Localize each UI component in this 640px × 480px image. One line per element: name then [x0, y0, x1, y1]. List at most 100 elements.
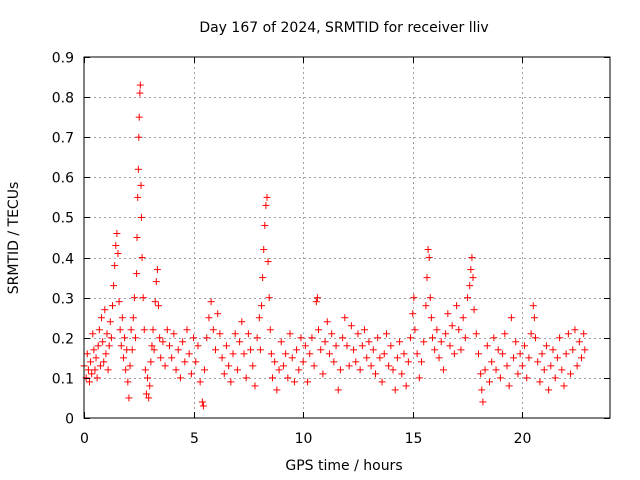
data-point: [438, 338, 445, 345]
data-point: [558, 366, 565, 373]
data-point: [88, 370, 95, 377]
data-point: [106, 342, 113, 349]
data-point: [528, 330, 535, 337]
data-point: [525, 354, 532, 361]
data-point: [170, 330, 177, 337]
data-point: [258, 302, 265, 309]
data-point: [442, 330, 449, 337]
data-point: [280, 362, 287, 369]
data-point: [363, 354, 370, 361]
data-point: [190, 334, 197, 341]
data-point: [403, 382, 410, 389]
data-point: [221, 370, 228, 377]
data-point: [455, 326, 462, 333]
data-point: [436, 354, 443, 361]
data-point: [259, 274, 266, 281]
data-point: [425, 246, 432, 253]
data-point: [510, 354, 517, 361]
data-point: [319, 370, 326, 377]
data-point: [523, 374, 530, 381]
data-point: [117, 326, 124, 333]
data-point: [574, 362, 581, 369]
data-point: [138, 214, 145, 221]
data-point: [361, 326, 368, 333]
data-point: [102, 350, 109, 357]
data-point: [243, 374, 250, 381]
data-point: [192, 358, 199, 365]
chart-title: Day 167 of 2024, SRMTID for receiver lli…: [199, 20, 488, 36]
data-point: [139, 254, 146, 261]
data-point: [580, 330, 587, 337]
data-point: [534, 358, 541, 365]
data-point: [578, 354, 585, 361]
data-point: [444, 310, 451, 317]
data-point: [426, 254, 433, 261]
data-point: [341, 314, 348, 321]
data-point: [479, 398, 486, 405]
data-point: [337, 366, 344, 373]
data-point: [344, 342, 351, 349]
x-tick-label: 10: [295, 431, 313, 447]
data-point: [429, 334, 436, 341]
data-point: [128, 326, 135, 333]
data-point: [137, 82, 144, 89]
y-tick-label: 0.6: [52, 171, 74, 187]
data-point: [372, 370, 379, 377]
data-point: [134, 194, 141, 201]
data-point: [150, 326, 157, 333]
srmtid-scatter-chart: Day 167 of 2024, SRMTID for receiver lli…: [0, 0, 640, 480]
data-point: [390, 366, 397, 373]
data-point: [416, 374, 423, 381]
data-point: [311, 362, 318, 369]
data-point: [113, 230, 120, 237]
data-point: [326, 350, 333, 357]
data-point: [175, 346, 182, 353]
data-point: [197, 378, 204, 385]
data-point: [387, 342, 394, 349]
data-point: [488, 358, 495, 365]
data-point: [205, 314, 212, 321]
data-point: [314, 294, 321, 301]
data-point: [89, 330, 96, 337]
data-point: [120, 354, 127, 361]
data-point: [385, 362, 392, 369]
data-point: [136, 90, 143, 97]
data-point: [93, 354, 100, 361]
data-point: [127, 362, 134, 369]
data-point: [550, 346, 557, 353]
y-tick-label: 0.7: [52, 131, 74, 147]
data-point: [543, 342, 550, 349]
data-point: [374, 334, 381, 341]
y-tick-label: 0.2: [52, 332, 74, 348]
data-point: [306, 350, 313, 357]
data-point: [125, 394, 132, 401]
data-point: [184, 326, 191, 333]
data-point: [471, 306, 478, 313]
data-point: [179, 338, 186, 345]
data-point: [466, 282, 473, 289]
data-point: [405, 358, 412, 365]
data-point: [152, 298, 159, 305]
data-point: [87, 358, 94, 365]
data-point: [460, 314, 467, 321]
data-point: [576, 338, 583, 345]
data-point: [440, 366, 447, 373]
data-point: [95, 342, 102, 349]
data-point: [470, 274, 477, 281]
data-point: [530, 302, 537, 309]
data-point: [482, 366, 489, 373]
data-point: [101, 306, 108, 313]
data-point: [97, 362, 104, 369]
data-point: [94, 374, 101, 381]
data-point: [368, 362, 375, 369]
data-point: [335, 386, 342, 393]
data-point: [273, 386, 280, 393]
data-point: [173, 366, 180, 373]
data-point: [200, 402, 207, 409]
data-point: [134, 234, 141, 241]
y-tick-label: 0.3: [52, 292, 74, 308]
data-point: [262, 202, 269, 209]
data-point: [536, 378, 543, 385]
data-point: [427, 294, 434, 301]
data-point: [121, 334, 128, 341]
